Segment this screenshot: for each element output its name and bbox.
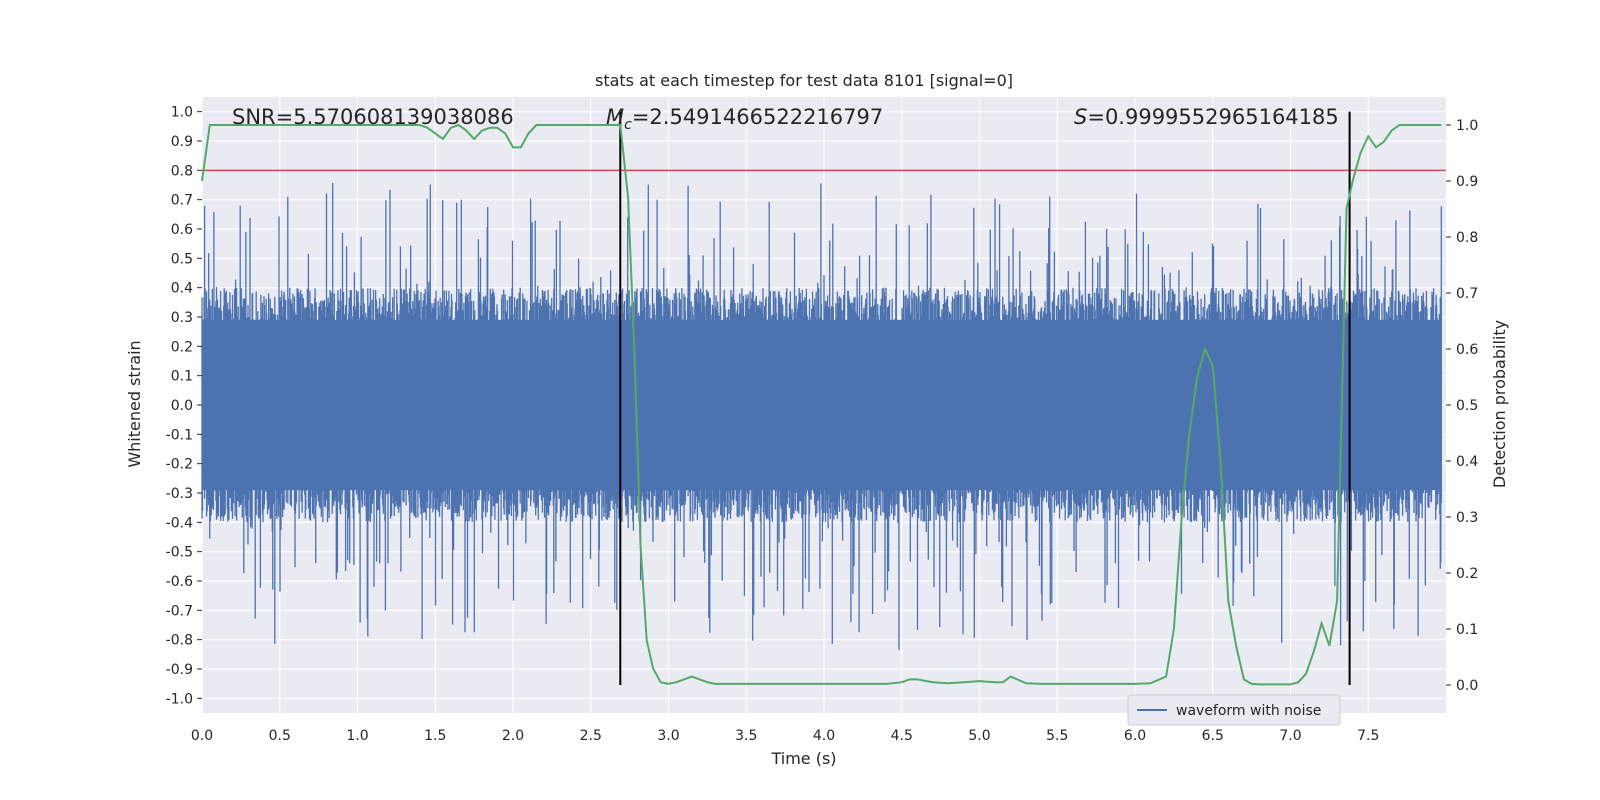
x-tick-label: 6.5 (1202, 728, 1224, 744)
vertical-markers (619, 111, 1351, 685)
legend-box (1127, 694, 1341, 726)
y-left-tick-label: -0.6 (166, 574, 193, 590)
y-left-tick-label: 0.4 (171, 281, 193, 297)
s-annotation: S=0.9999552965164185 (1074, 105, 1339, 129)
y-axis-left-ticks: 1.0 0.9 0.8 0.7 0.6 0.5 0.4 0.3 0.2 0.1 0.0 -0.1 -0.… (166, 105, 202, 707)
y-axis-right-label: Detection probability (1490, 320, 1509, 488)
y-left-tick-label: -0.8 (166, 633, 193, 649)
x-tick-label: 5.0 (968, 728, 990, 744)
y-left-tick-label: -1.0 (166, 691, 193, 707)
mc-value: =2.5491466522216797 (632, 105, 883, 129)
x-tick-label: 6.0 (1124, 728, 1146, 744)
y-right-tick-label: 1.0 (1456, 118, 1478, 134)
chart-title: stats at each timestep for test data 810… (595, 71, 1013, 90)
y-left-tick-label: 0.3 (171, 310, 193, 326)
y-right-tick-label: 0.2 (1456, 566, 1478, 582)
x-tick-label: 4.0 (813, 728, 835, 744)
y-right-tick-label: 0.9 (1456, 174, 1478, 190)
y-right-tick-label: 0.4 (1456, 454, 1478, 470)
y-left-tick-label: 0.1 (171, 369, 193, 385)
y-left-tick-label: -0.9 (166, 662, 193, 678)
x-tick-label: 5.5 (1046, 728, 1068, 744)
y-left-tick-label: -0.3 (166, 486, 193, 502)
snr-annotation: SNR=5.570608139038086 (232, 105, 514, 129)
y-axis-left-label: Whitened strain (125, 340, 144, 467)
y-left-tick-label: 0.5 (171, 251, 193, 267)
x-tick-label: 2.0 (502, 728, 524, 744)
y-right-tick-label: 0.0 (1456, 678, 1478, 694)
x-tick-label: 7.5 (1357, 728, 1379, 744)
y-left-tick-label: 0.9 (171, 134, 193, 150)
y-right-tick-label: 0.7 (1456, 286, 1478, 302)
mc-annotation: Mc=2.5491466522216797 (606, 105, 883, 133)
y-left-tick-label: -0.1 (166, 427, 193, 443)
x-tick-label: 7.0 (1279, 728, 1301, 744)
y-left-tick-label: 0.6 (171, 222, 193, 238)
y-left-tick-label: -0.2 (166, 457, 193, 473)
x-tick-label: 3.0 (657, 728, 679, 744)
x-tick-label: 3.5 (735, 728, 757, 744)
x-tick-label: 0.0 (191, 728, 213, 744)
x-tick-label: 0.5 (269, 728, 291, 744)
y-left-tick-label: 0.2 (171, 339, 193, 355)
y-left-tick-label: -0.7 (166, 603, 193, 619)
y-axis-right-ticks: 1.0 0.9 0.8 0.7 0.6 0.5 0.4 0.3 0.2 0.1 0.0 (1446, 118, 1478, 694)
y-right-tick-label: 0.6 (1456, 342, 1478, 358)
y-right-tick-label: 0.3 (1456, 510, 1478, 526)
x-axis-ticks: 0.0 0.5 1.0 1.5 2.0 2.5 3.0 3.5 4.0 4.5 5.0 5.5 6.0 6… (191, 728, 1380, 744)
mc-subscript: c (624, 117, 632, 133)
legend: waveform with noise (1127, 694, 1341, 726)
y-left-tick-label: 0.0 (171, 398, 193, 414)
x-tick-label: 4.5 (891, 728, 913, 744)
x-tick-label: 2.5 (580, 728, 602, 744)
x-tick-label: 1.5 (424, 728, 446, 744)
y-left-tick-label: 0.8 (171, 163, 193, 179)
y-right-tick-label: 0.5 (1456, 398, 1478, 414)
waveform-core (202, 319, 1442, 491)
waveform-series (201, 183, 1442, 650)
y-left-tick-label: 0.7 (171, 193, 193, 209)
y-left-tick-label: -0.5 (166, 545, 193, 561)
detection-probability-line (201, 123, 1442, 686)
mc-symbol: M (606, 105, 624, 129)
y-left-tick-label: -0.4 (166, 515, 193, 531)
s-symbol: S (1074, 105, 1087, 129)
legend-label-waveform: waveform with noise (1176, 703, 1321, 719)
y-right-tick-label: 0.1 (1456, 622, 1478, 638)
y-right-tick-label: 0.8 (1456, 230, 1478, 246)
x-tick-label: 1.0 (346, 728, 368, 744)
s-value: =0.9999552965164185 (1087, 105, 1338, 129)
x-axis-label: Time (s) (770, 749, 836, 768)
y-left-tick-label: 1.0 (171, 105, 193, 121)
